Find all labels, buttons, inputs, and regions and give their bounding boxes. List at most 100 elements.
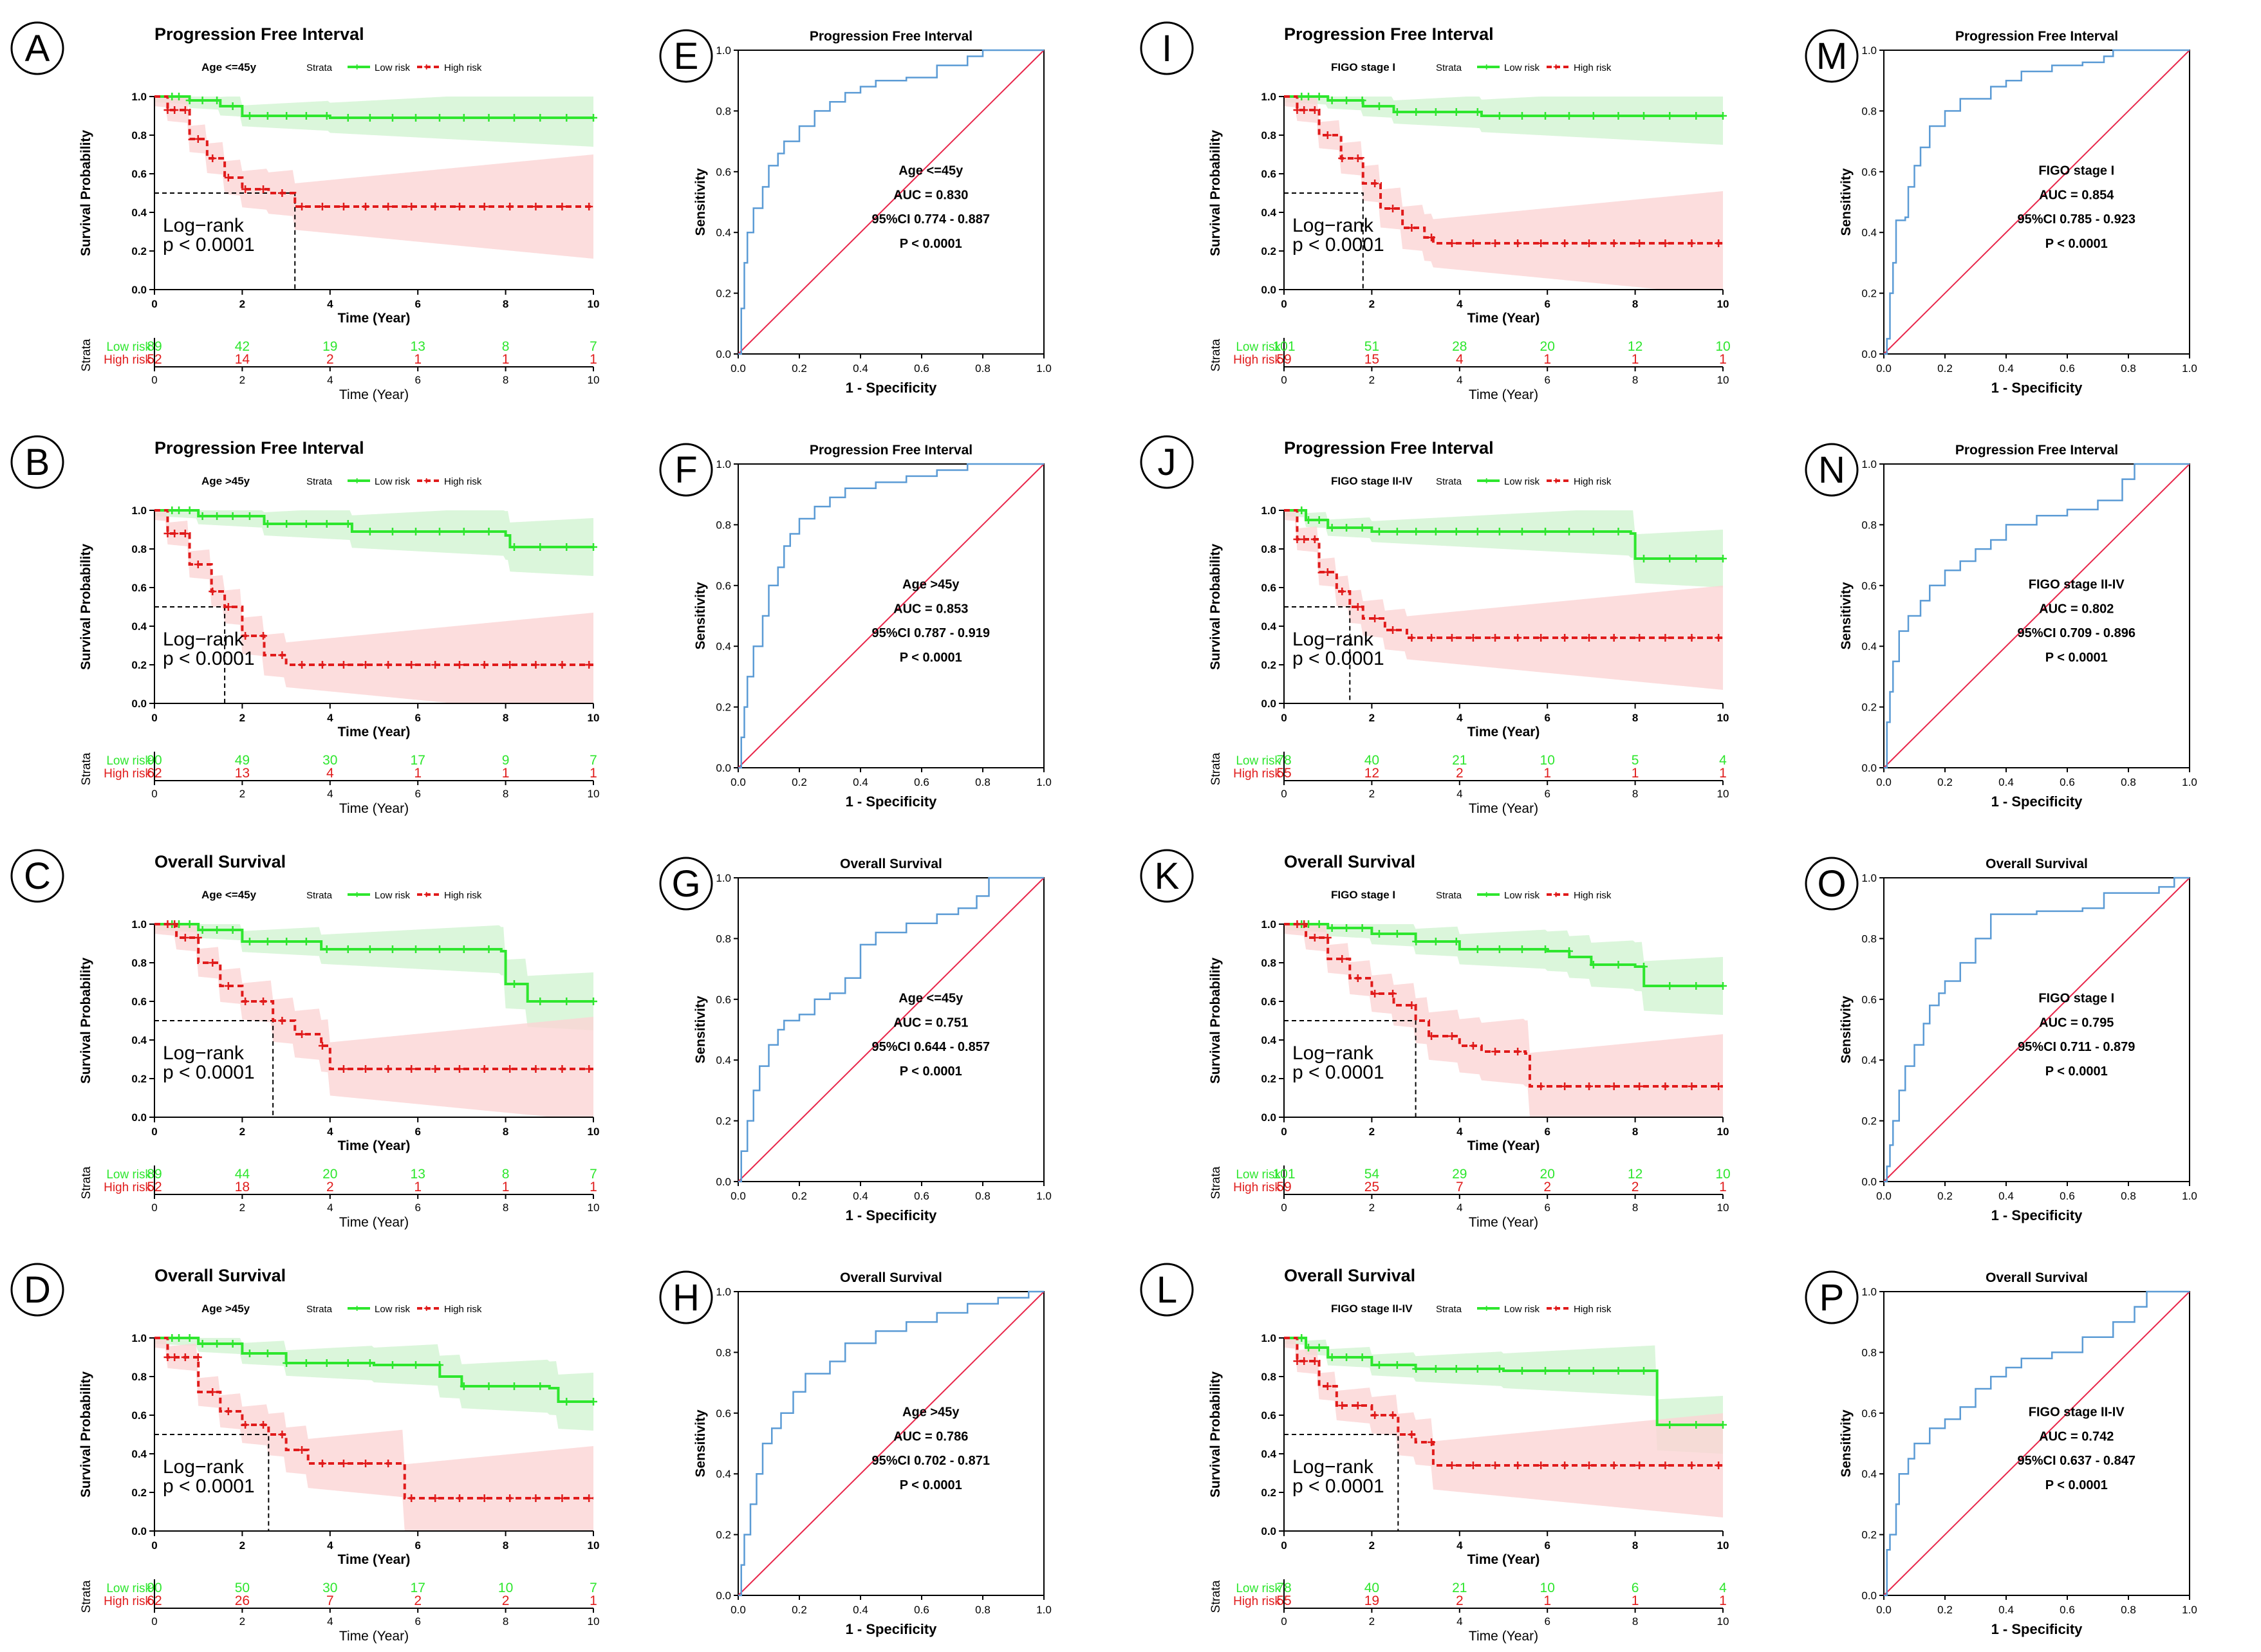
roc-auc: AUC = 0.853 xyxy=(893,602,968,616)
roc-reference-diagonal xyxy=(738,50,1045,355)
risk-count-high: 1 xyxy=(1632,1593,1639,1608)
risk-count-low: 21 xyxy=(1452,753,1467,768)
low-risk-censor-mark xyxy=(563,998,571,1005)
km-y-tick-label: 0.8 xyxy=(1261,957,1276,969)
km-y-tick-label: 0.2 xyxy=(1261,245,1276,257)
panel-label-E: E xyxy=(659,29,713,83)
km-x-axis-title: Time (Year) xyxy=(1467,1552,1540,1567)
legend-low-label: Low risk xyxy=(1504,1304,1540,1315)
km-y-tick-label: 0.0 xyxy=(131,1525,147,1537)
risk-table-low-label: Low risk xyxy=(106,1168,151,1182)
high-risk-censor-mark xyxy=(241,185,250,193)
risk-count-low: 28 xyxy=(1452,339,1467,354)
risk-count-low: 13 xyxy=(411,1167,425,1182)
roc-y-tick-label: 0.4 xyxy=(1861,1054,1877,1066)
roc-x-tick-label: 0.8 xyxy=(2121,1604,2136,1616)
high-risk-censor-mark xyxy=(209,1388,217,1396)
roc-title: Progression Free Interval xyxy=(810,443,972,458)
low-risk-censor-mark xyxy=(1639,963,1648,970)
km-x-tick-label: 4 xyxy=(1456,1126,1463,1138)
high-risk-censor-mark xyxy=(171,920,179,928)
high-risk-censor-mark xyxy=(431,1494,440,1502)
roc-y-tick-label: 0.2 xyxy=(1861,1115,1877,1128)
risk-count-high: 1 xyxy=(1719,766,1727,781)
km-x-tick-label: 10 xyxy=(588,712,600,724)
legend-low-label: Low risk xyxy=(375,62,411,73)
roc-x-tick-label: 0.6 xyxy=(914,1604,929,1616)
high-risk-censor-mark xyxy=(278,189,286,197)
low-risk-censor-mark xyxy=(1495,1365,1503,1373)
high-risk-censor-mark xyxy=(1661,1082,1670,1090)
low-risk-censor-mark xyxy=(435,1361,443,1369)
roc-y-axis-title: Sensitivity xyxy=(693,996,708,1063)
roc-panel-O: Overall Survival 0.0 0.2 0.4 0.6 0.8 1.0 0.0 0.2… xyxy=(1839,857,2197,1223)
risk-count-high: 62 xyxy=(147,1593,162,1608)
high-risk-censor-mark xyxy=(1561,1082,1569,1090)
km-y-tick-label: 1.0 xyxy=(1261,505,1276,517)
roc-x-tick-label: 0.0 xyxy=(730,776,746,788)
panel-label-I: I xyxy=(1140,21,1194,75)
km-y-axis-title: Survival Probability xyxy=(1208,958,1223,1084)
low-risk-censor-mark xyxy=(213,926,221,934)
low-risk-censor-mark xyxy=(1518,1367,1526,1375)
high-risk-censor-mark xyxy=(362,1460,370,1467)
low-risk-censor-mark xyxy=(1375,102,1383,110)
risk-count-high: 1 xyxy=(502,352,510,367)
high-risk-censor-mark xyxy=(181,530,189,537)
low-risk-censor-mark xyxy=(1666,112,1674,120)
roc-reference-diagonal xyxy=(1883,877,2190,1182)
roc-x-tick-label: 1.0 xyxy=(1036,776,1052,788)
low-risk-censor-mark xyxy=(198,512,207,520)
high-risk-censor-mark xyxy=(259,998,268,1005)
km-x-tick-label: 6 xyxy=(414,1539,420,1552)
roc-y-tick-label: 1.0 xyxy=(1861,872,1877,884)
high-risk-censor-mark xyxy=(1537,634,1545,642)
low-risk-censor-mark xyxy=(1298,93,1306,100)
risk-table-low-label: Low risk xyxy=(106,1582,151,1595)
roc-y-tick-label: 0.0 xyxy=(716,348,731,360)
risk-count-high: 1 xyxy=(502,1180,510,1194)
km-y-tick-label: 0.8 xyxy=(1261,1371,1276,1383)
risk-count-low: 10 xyxy=(498,1581,513,1595)
roc-y-tick-label: 0.0 xyxy=(1861,1176,1877,1188)
risk-count-low: 20 xyxy=(322,1167,337,1182)
high-risk-ci-band xyxy=(1284,510,1723,690)
low-risk-censor-mark xyxy=(1393,528,1401,535)
risk-table-x-tick-label: 6 xyxy=(414,1615,420,1628)
high-risk-censor-mark xyxy=(278,651,286,659)
roc-panel-E: Progression Free Interval 0.0 0.2 0.4 0.6 0.8… xyxy=(693,29,1052,396)
km-x-tick-label: 4 xyxy=(327,298,333,310)
roc-y-tick-label: 0.6 xyxy=(716,1407,731,1420)
high-risk-censor-mark xyxy=(1293,920,1301,928)
low-risk-censor-mark xyxy=(1541,945,1550,953)
low-risk-censor-mark xyxy=(1328,524,1336,532)
km-pvalue: p < 0.0001 xyxy=(163,1062,255,1083)
high-risk-censor-mark xyxy=(558,1065,566,1073)
km-x-tick-label: 10 xyxy=(588,1539,600,1552)
legend-high-label: High risk xyxy=(1574,476,1612,487)
roc-x-tick-label: 1.0 xyxy=(2182,362,2197,375)
risk-count-high: 52 xyxy=(147,352,162,367)
km-y-tick-label: 1.0 xyxy=(131,91,147,103)
roc-ci: 95%CI 0.637 - 0.847 xyxy=(2018,1454,2135,1468)
roc-auc: AUC = 0.751 xyxy=(893,1016,968,1030)
risk-table-x-axis-title: Time (Year) xyxy=(1469,387,1538,402)
panel-label-circle xyxy=(659,29,713,83)
low-risk-censor-mark xyxy=(198,1340,207,1348)
high-risk-censor-mark xyxy=(1389,1411,1397,1419)
risk-count-low: 6 xyxy=(1632,1581,1639,1595)
risk-table-x-tick-label: 10 xyxy=(588,1615,600,1628)
panel-label-letter: M xyxy=(1816,35,1847,77)
risk-table-low-label: Low risk xyxy=(1236,1168,1281,1182)
risk-table-x-axis-title: Time (Year) xyxy=(339,1215,409,1230)
legend-high-tick: + xyxy=(1553,62,1559,73)
roc-y-tick-label: 1.0 xyxy=(716,1286,731,1298)
high-risk-censor-mark xyxy=(163,106,172,114)
roc-curve xyxy=(738,463,1044,769)
roc-y-tick-label: 0.2 xyxy=(716,1529,731,1541)
high-risk-censor-mark xyxy=(558,1494,566,1502)
risk-table-x-tick-label: 2 xyxy=(1369,788,1375,800)
low-risk-censor-mark xyxy=(1431,108,1440,116)
panel-label-A: A xyxy=(10,21,64,75)
roc-y-axis-title: Sensitivity xyxy=(1839,1409,1854,1477)
